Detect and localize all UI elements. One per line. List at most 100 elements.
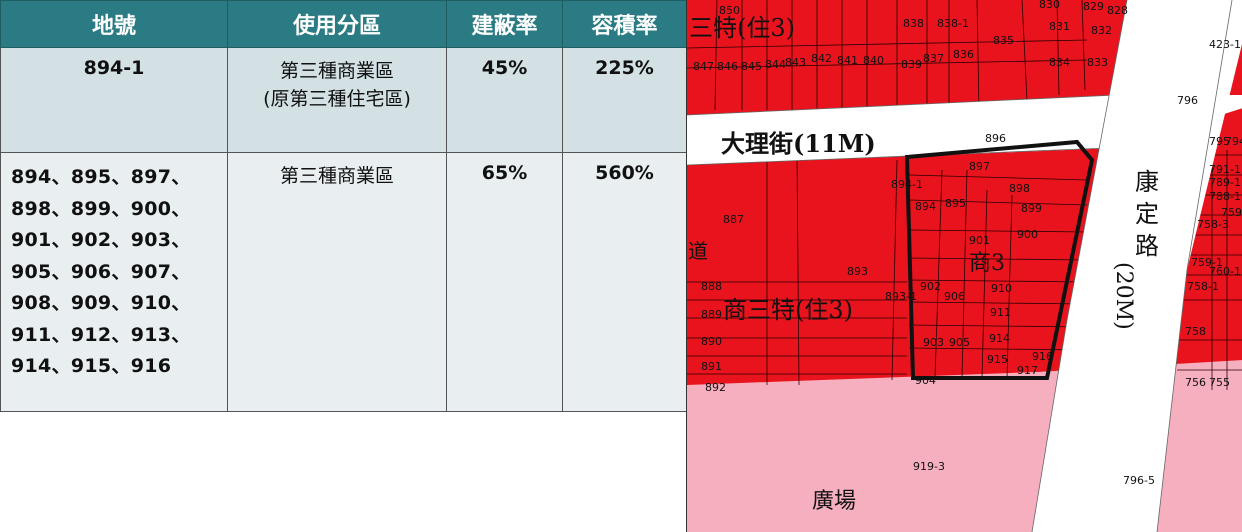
parcel-label: 836 xyxy=(953,48,974,61)
parcel-label: 828 xyxy=(1107,4,1128,17)
parcel-label: 893-1 xyxy=(885,290,917,303)
parcel-label: 791-1 xyxy=(1209,163,1241,176)
parcel-label: 759-1 xyxy=(1191,256,1223,269)
parcel-label: 840 xyxy=(863,54,884,67)
parcel-label: 837 xyxy=(923,52,944,65)
parcel-label: 795 xyxy=(1209,135,1230,148)
header-floor-area-ratio: 容積率 xyxy=(562,0,687,48)
kangding-road-label: 康 定 路 (20M) xyxy=(1111,168,1159,330)
zoning-map-canvas: 三特(住3) 商三特(住3) 商3 廣場 道 大理街(11M) 康 定 路 (2… xyxy=(687,0,1242,532)
parcel-label: 760-1 xyxy=(1209,265,1241,278)
parcel-label: 789-1 xyxy=(1209,176,1241,189)
far-cell: 560% xyxy=(562,152,687,412)
parcel-label: 758 xyxy=(1185,325,1206,338)
lot-numbers-line: 914、915、916 xyxy=(11,355,172,377)
parcel-label: 841 xyxy=(837,54,858,67)
lot-numbers: 894-1 xyxy=(83,57,145,79)
lot-cell: 894-1 xyxy=(0,47,228,153)
parcel-label: 756 xyxy=(1185,376,1206,389)
parcel-labels: 847 846 845 844 843 842 841 840 839 838 … xyxy=(693,0,1242,487)
parcel-label: 788-1 xyxy=(1209,190,1241,203)
parcel-label: 829 xyxy=(1083,0,1104,13)
parcel-label: 755 xyxy=(1209,376,1230,389)
parcel-label: 794 xyxy=(1225,135,1242,148)
parcel-label: 917 xyxy=(1017,364,1038,377)
parcel-label: 896 xyxy=(985,132,1006,145)
parcel-label: 835 xyxy=(993,34,1014,47)
parcel-label: 901 xyxy=(969,234,990,247)
parcel-label: 916 xyxy=(1032,350,1053,363)
svg-text:定: 定 xyxy=(1135,200,1159,228)
parcel-label: 888 xyxy=(701,280,722,293)
table-header-row: 地號 使用分區 建蔽率 容積率 xyxy=(0,0,687,48)
coverage-cell: 45% xyxy=(446,47,563,153)
parcel-label: 847 xyxy=(693,60,714,73)
parcel-label: 903 xyxy=(923,336,944,349)
parcel-label: 842 xyxy=(811,52,832,65)
parcel-label: 831 xyxy=(1049,20,1070,33)
parcel-label: 914 xyxy=(989,332,1010,345)
parcel-label: 838-1 xyxy=(937,17,969,30)
table-row: 894、895、897、 898、899、900、 901、902、903、 9… xyxy=(0,152,687,412)
parcel-label: 846 xyxy=(717,60,738,73)
coverage-cell: 65% xyxy=(446,152,563,412)
parcel-label: 894 xyxy=(915,200,936,213)
parcel-label: 894-1 xyxy=(891,178,923,191)
parcel-label: 891 xyxy=(701,360,722,373)
parcel-label: 833 xyxy=(1087,56,1108,69)
parcel-label: 906 xyxy=(944,290,965,303)
lot-numbers-line: 908、909、910、 xyxy=(11,292,191,314)
lot-cell: 894、895、897、 898、899、900、 901、902、903、 9… xyxy=(0,152,228,412)
lot-numbers-line: 905、906、907、 xyxy=(11,260,191,283)
zoning-text: 第三種商業區 xyxy=(279,165,394,187)
lot-numbers-line: 911、912、913、 xyxy=(11,323,191,346)
parcel-label: 904 xyxy=(915,374,936,387)
parcel-label: 895 xyxy=(945,197,966,210)
parcel-label: 839 xyxy=(901,58,922,71)
parcel-label: 905 xyxy=(949,336,970,349)
parcel-label: 758-1 xyxy=(1187,280,1219,293)
parcel-label: 423-1 xyxy=(1209,38,1241,51)
svg-text:康: 康 xyxy=(1135,168,1159,196)
zoning-table: 地號 使用分區 建蔽率 容積率 894-1 第三種商業區 (原第三種住宅區) 4… xyxy=(0,0,687,412)
parcel-label: 850 xyxy=(719,4,740,17)
svg-text:(20M): (20M) xyxy=(1111,262,1136,330)
zone-label-site: 商3 xyxy=(969,251,1005,276)
table-row: 894-1 第三種商業區 (原第三種住宅區) 45% 225% xyxy=(0,47,687,153)
parcel-label: 899 xyxy=(1021,202,1042,215)
parcel-label: 758-3 xyxy=(1197,218,1229,231)
parcel-label: 898 xyxy=(1009,182,1030,195)
dali-street-label: 大理街(11M) xyxy=(721,129,876,158)
parcel-label: 796-5 xyxy=(1123,474,1155,487)
parcel-label: 759 xyxy=(1221,206,1242,219)
far-cell: 225% xyxy=(562,47,687,153)
zoning-cell: 第三種商業區 (原第三種住宅區) xyxy=(227,47,447,153)
parcel-label: 887 xyxy=(723,213,744,226)
parcel-label: 893 xyxy=(847,265,868,278)
header-lot-number: 地號 xyxy=(0,0,228,48)
zone-label-left-edge: 道 xyxy=(688,239,708,263)
zone-label-plaza: 廣場 xyxy=(812,489,856,514)
parcel-label: 843 xyxy=(785,56,806,69)
parcel-label: 830 xyxy=(1039,0,1060,11)
parcel-label: 915 xyxy=(987,353,1008,366)
parcel-lines xyxy=(687,0,1242,390)
header-coverage-ratio: 建蔽率 xyxy=(446,0,563,48)
parcel-label: 892 xyxy=(705,381,726,394)
parcel-label: 911 xyxy=(990,306,1011,319)
parcel-label: 890 xyxy=(701,335,722,348)
parcel-label: 900 xyxy=(1017,228,1038,241)
parcel-label: 838 xyxy=(903,17,924,30)
lot-numbers-line: 901、902、903、 xyxy=(11,229,191,251)
lot-numbers-line: 894、895、897、 xyxy=(11,166,191,188)
parcel-label: 834 xyxy=(1049,56,1070,69)
parcel-label: 796 xyxy=(1177,94,1198,107)
svg-text:路: 路 xyxy=(1135,232,1159,260)
parcel-label: 889 xyxy=(701,308,722,321)
parcel-label: 910 xyxy=(991,282,1012,295)
parcel-label: 919-3 xyxy=(913,460,945,473)
parcel-label: 832 xyxy=(1091,24,1112,37)
parcel-label: 897 xyxy=(969,160,990,173)
zone-label-top-left: 三特(住3) xyxy=(689,14,795,42)
development-site-outline xyxy=(904,139,1095,380)
